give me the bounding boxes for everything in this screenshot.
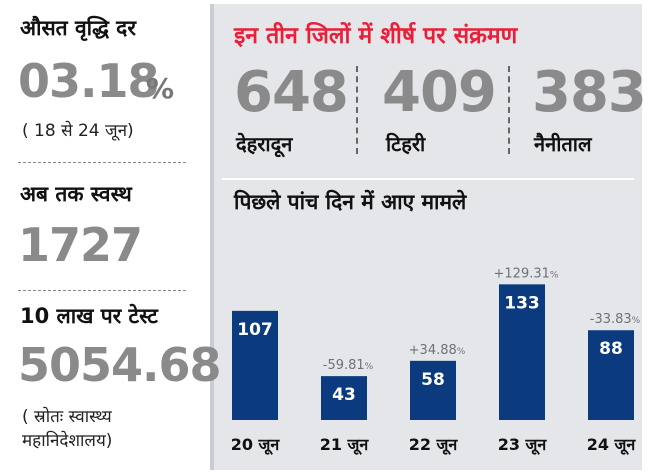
change-unit: %: [632, 316, 641, 326]
growth-rate-label: औसत वृद्धि दर: [20, 16, 136, 40]
district-count-nainital: 383: [532, 60, 647, 125]
bar-4: [499, 284, 545, 420]
district-name-dehradun: देहरादून: [236, 132, 293, 156]
district-name-tehri: टिहरी: [386, 132, 426, 156]
category-label: 22 जून: [409, 435, 459, 455]
source-line-2: महानिदेशालय): [22, 431, 113, 451]
recovered-label: अब तक स्वस्थ: [20, 182, 132, 206]
divider: [18, 162, 186, 163]
bar-value-label: 58: [421, 370, 445, 390]
change-label: -33.83%: [590, 312, 641, 327]
growth-rate-value: 03.18: [18, 54, 160, 108]
cases-bar-chart: 107 20 जून 43 21 जून -59.81% 58 22 जून +34.88% 1…: [231, 266, 641, 455]
source-line-1: ( स्रोतः स्वास्थ्य: [22, 407, 112, 427]
divider: [18, 290, 186, 291]
districts-heading: इन तीन जिलों में शीर्ष पर संक्रमण: [234, 23, 518, 49]
bar-3: [410, 360, 456, 420]
change-unit: %: [365, 362, 374, 372]
category-label: 24 जून: [587, 435, 637, 455]
category-label: 23 जून: [498, 435, 548, 455]
change-unit: %: [457, 347, 466, 357]
tests-label: 10 लाख पर टेस्ट: [20, 304, 158, 328]
growth-rate-unit: %: [146, 72, 175, 105]
category-label: 21 जून: [320, 435, 370, 455]
district-divider: [356, 66, 358, 154]
district-count-dehradun: 648: [234, 60, 349, 125]
bar-value-label: 107: [237, 320, 273, 340]
change-label: -59.81%: [323, 358, 374, 373]
bar-2: [321, 376, 367, 420]
bar-value-label: 133: [504, 293, 540, 313]
bar-value-label: 88: [599, 339, 623, 359]
bar-value-label: 43: [332, 385, 356, 405]
bar-5: [588, 330, 634, 420]
chart-title: पिछले पांच दिन में आए मामले: [234, 190, 467, 214]
district-count-tehri: 409: [382, 60, 497, 125]
panel-separator: [210, 4, 214, 470]
tests-value: 5054.68: [18, 338, 222, 392]
bar-1: [232, 310, 278, 420]
change-label: +34.88%: [409, 343, 466, 358]
change-label: +129.31%: [494, 266, 559, 281]
section-divider: [222, 178, 634, 180]
left-panel: [8, 4, 210, 470]
recovered-value: 1727: [18, 218, 143, 272]
district-divider: [508, 66, 510, 154]
category-label: 20 जून: [231, 435, 281, 455]
growth-rate-period: ( 18 से 24 जून): [22, 121, 134, 141]
district-name-nainital: नैनीताल: [534, 132, 592, 156]
change-unit: %: [550, 270, 559, 280]
